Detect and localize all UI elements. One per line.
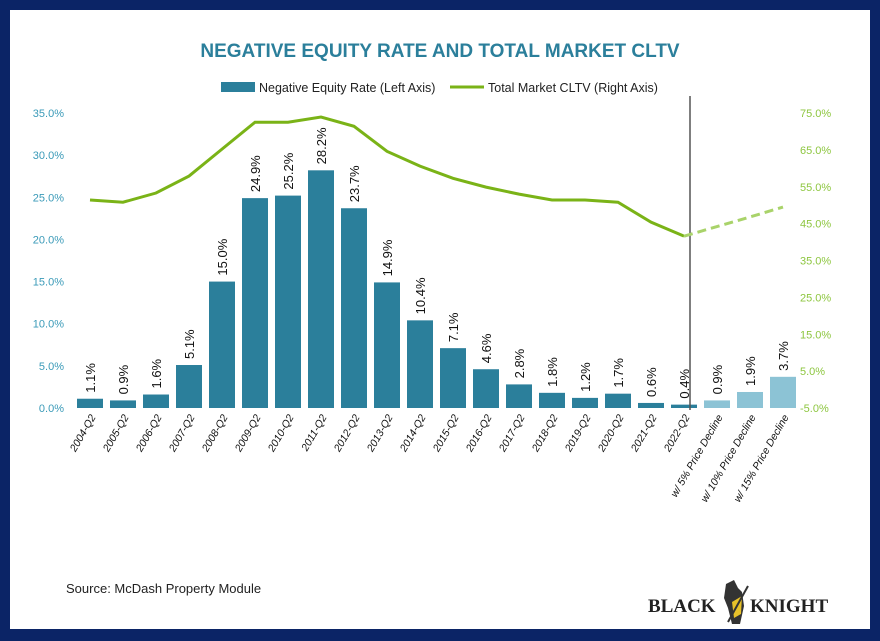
bar-value-label: 4.6% <box>479 333 494 363</box>
bar <box>407 320 433 408</box>
chart-title: NEGATIVE EQUITY RATE AND TOTAL MARKET CL… <box>200 41 680 62</box>
left-axis-tick: 10.0% <box>33 319 64 331</box>
x-axis-label: 2020-Q2 <box>595 412 626 454</box>
x-axis-label: 2018-Q2 <box>529 412 560 454</box>
x-axis-label: 2022-Q2 <box>661 412 692 454</box>
bar-value-label: 2.8% <box>512 348 527 378</box>
bar <box>308 170 334 408</box>
bar <box>539 392 565 408</box>
right-axis-tick: 55.0% <box>800 182 831 194</box>
cltv-line <box>89 115 685 238</box>
bar-value-label: 0.4% <box>677 369 692 399</box>
bar <box>770 376 796 408</box>
bar <box>341 208 367 408</box>
right-axis-tick: 5.0% <box>800 366 825 378</box>
black-knight-logo: BLACK KNIGHT <box>648 580 828 624</box>
bar-value-label: 10.4% <box>413 277 428 314</box>
chart-panel: NEGATIVE EQUITY RATE AND TOTAL MARKET CL… <box>10 10 870 629</box>
bar <box>737 391 763 408</box>
bar-value-label: 0.6% <box>644 367 659 397</box>
bar-value-label: 3.7% <box>776 341 791 371</box>
x-axis-label: 2014-Q2 <box>397 412 428 454</box>
bar-value-label: 0.9% <box>116 364 131 394</box>
x-axis-label: 2012-Q2 <box>331 412 362 454</box>
bar <box>176 365 202 408</box>
cltv-line-projected <box>683 205 784 238</box>
left-axis-tick: 25.0% <box>33 192 64 204</box>
right-axis-tick: -5.0% <box>800 403 829 415</box>
bar-value-label: 1.6% <box>149 358 164 388</box>
legend-swatch-bar <box>221 82 255 92</box>
bar <box>275 195 301 408</box>
legend-label-bar: Negative Equity Rate (Left Axis) <box>259 81 435 95</box>
bar <box>77 398 103 408</box>
bar-value-label: 1.2% <box>578 362 593 392</box>
left-axis-tick: 5.0% <box>39 361 64 373</box>
bar-value-label: 14.9% <box>380 239 395 276</box>
x-axis-label: 2019-Q2 <box>562 412 593 454</box>
bar-value-label: 25.2% <box>281 152 296 189</box>
bar <box>110 400 136 408</box>
source-note: Source: McDash Property Module <box>66 581 261 596</box>
left-axis-tick: 20.0% <box>33 234 64 246</box>
x-axis-label: 2013-Q2 <box>364 412 395 454</box>
bar <box>209 281 235 408</box>
bar-value-label: 24.9% <box>248 155 263 192</box>
bar-value-label: 1.7% <box>611 358 626 388</box>
bar-value-label: 1.9% <box>743 356 758 386</box>
x-axis-label: 2005-Q2 <box>100 412 131 454</box>
x-axis-label: 2006-Q2 <box>133 412 164 454</box>
bar-value-label: 1.1% <box>83 363 98 393</box>
bar-value-label: 15.0% <box>215 238 230 275</box>
bar <box>572 397 598 408</box>
bar <box>605 393 631 408</box>
bar <box>638 402 664 408</box>
bar <box>506 384 532 408</box>
left-axis-tick: 0.0% <box>39 403 64 415</box>
bar-value-label: 5.1% <box>182 329 197 359</box>
bar <box>143 394 169 408</box>
right-axis-tick: 25.0% <box>800 292 831 304</box>
bar <box>440 348 466 408</box>
legend-label-line: Total Market CLTV (Right Axis) <box>488 81 658 95</box>
left-axis-tick: 35.0% <box>33 108 64 120</box>
left-axis-tick: 15.0% <box>33 277 64 289</box>
bar <box>473 369 499 408</box>
chart-svg: NEGATIVE EQUITY RATE AND TOTAL MARKET CL… <box>33 41 832 596</box>
x-axis-label: 2007-Q2 <box>166 412 197 454</box>
bar <box>374 282 400 408</box>
x-axis-label: 2009-Q2 <box>232 412 263 454</box>
x-axis-label: 2011-Q2 <box>299 412 330 454</box>
svg-text:BLACK: BLACK <box>648 596 716 617</box>
right-axis-tick: 15.0% <box>800 329 831 341</box>
x-axis-label: 2015-Q2 <box>430 412 461 454</box>
right-axis-tick: 45.0% <box>800 219 831 231</box>
right-axis-tick: 35.0% <box>800 256 831 268</box>
right-axis-tick: 75.0% <box>800 108 831 120</box>
bar-value-label: 0.9% <box>710 364 725 394</box>
x-axis-label: 2008-Q2 <box>199 412 230 454</box>
bar-value-label: 28.2% <box>314 127 329 164</box>
x-axis-label: 2004-Q2 <box>67 412 98 454</box>
left-axis-tick: 30.0% <box>33 150 64 162</box>
bar <box>242 198 268 408</box>
bar-value-label: 23.7% <box>347 165 362 202</box>
bar-value-label: 7.1% <box>446 312 461 342</box>
bar-value-label: 1.8% <box>545 357 560 387</box>
right-axis-tick: 65.0% <box>800 145 831 157</box>
x-axis-label: 2017-Q2 <box>496 412 527 454</box>
bar <box>671 404 697 408</box>
x-axis-label: 2010-Q2 <box>265 412 296 454</box>
x-axis-label: 2016-Q2 <box>463 412 494 454</box>
x-axis-label: 2021-Q2 <box>628 412 659 454</box>
svg-text:KNIGHT: KNIGHT <box>750 596 828 617</box>
legend: Negative Equity Rate (Left Axis) Total M… <box>221 81 658 95</box>
bar <box>704 400 730 408</box>
